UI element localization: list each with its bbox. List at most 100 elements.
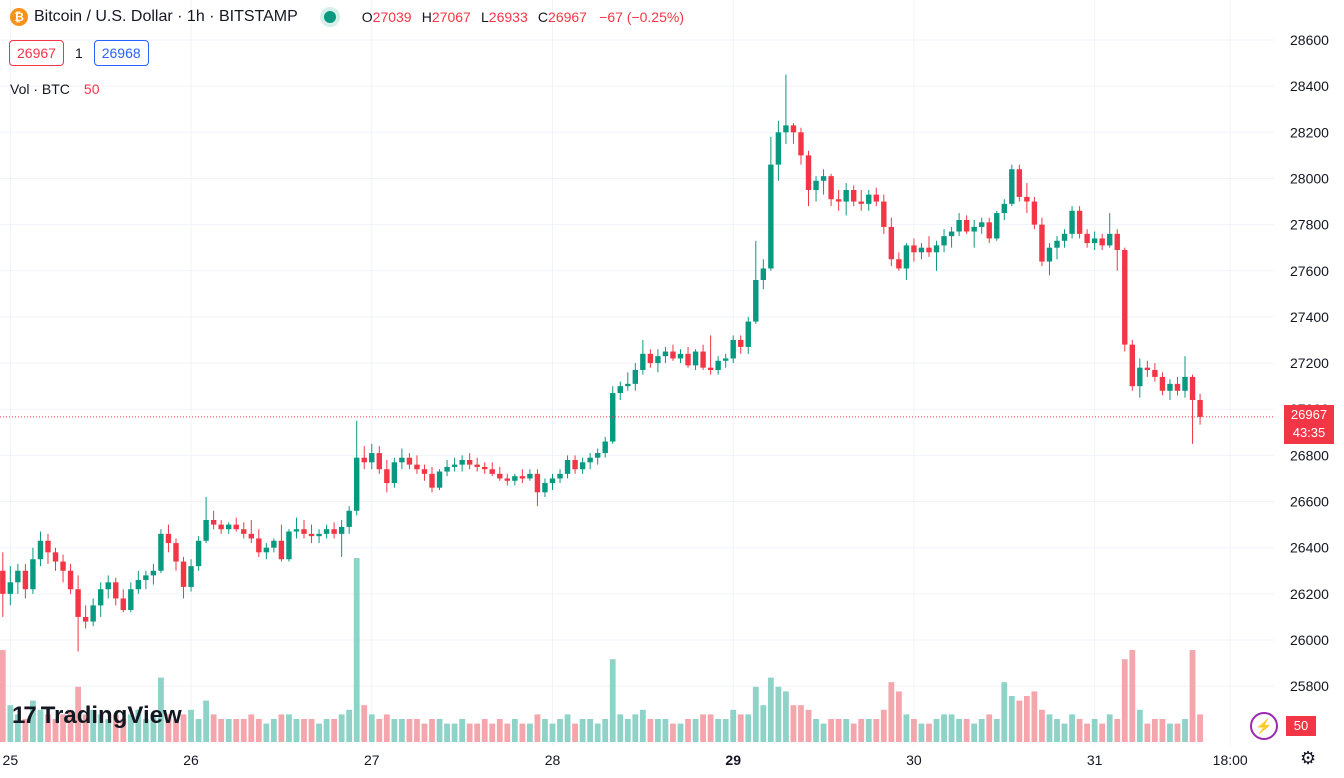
- volume-bar: [963, 719, 970, 742]
- volume-bar: [436, 719, 443, 742]
- volume-bar: [1106, 714, 1113, 742]
- candle-body: [587, 457, 593, 463]
- bolt-icon[interactable]: ⚡: [1250, 712, 1278, 740]
- candle-body: [1001, 203, 1007, 214]
- volume-bar: [1061, 723, 1068, 742]
- volume-bar: [948, 714, 955, 742]
- volume-bar: [737, 714, 744, 742]
- candle-body: [783, 125, 789, 133]
- volume-bar: [956, 719, 963, 742]
- candle-body: [956, 220, 962, 232]
- volume-bar: [398, 719, 405, 742]
- volume-bar: [0, 650, 6, 742]
- volume-bar: [1114, 719, 1121, 742]
- candle-body: [188, 566, 194, 587]
- low-value: 26933: [488, 8, 528, 25]
- volume-bar: [617, 714, 624, 742]
- candle-body: [866, 194, 872, 204]
- candle-body: [1197, 400, 1203, 417]
- candle-body: [564, 460, 571, 474]
- volume-bar: [353, 558, 360, 742]
- candle-body: [1122, 250, 1128, 345]
- volume-bar: [873, 719, 880, 742]
- candle-body: [293, 529, 300, 532]
- volume-bar: [790, 705, 797, 742]
- settings-gear-icon[interactable]: ⚙: [1300, 748, 1317, 768]
- price-tick-label: 25800: [1290, 678, 1329, 694]
- symbol-title[interactable]: Bitcoin / U.S. Dollar · 1h · BITSTAMP: [34, 8, 298, 25]
- candle-body: [482, 466, 488, 470]
- time-tick-label: 25: [3, 752, 19, 768]
- volume-bar: [911, 719, 917, 742]
- candle-body: [97, 589, 104, 606]
- volume-bar: [308, 719, 315, 742]
- candle-body: [979, 222, 985, 227]
- buy-button[interactable]: 26968: [93, 40, 149, 66]
- volume-bar: [7, 705, 14, 742]
- volume-bar: [1054, 719, 1060, 742]
- tradingview-logo[interactable]: 17 TradingView: [12, 702, 182, 730]
- volume-bar: [1136, 709, 1143, 742]
- volume-bar: [1159, 719, 1166, 742]
- price-tick-label: 28200: [1290, 124, 1329, 140]
- candle-body: [421, 469, 428, 474]
- candle-body: [128, 589, 134, 610]
- last-price-value: 26967: [1290, 407, 1328, 422]
- volume-bar: [331, 719, 338, 742]
- volume-bar: [1167, 723, 1173, 742]
- volume-bar: [270, 719, 277, 742]
- candle-body: [662, 351, 669, 357]
- candle-body: [1189, 376, 1196, 400]
- candle-body: [369, 453, 375, 463]
- candle-body: [466, 460, 473, 465]
- volume-bar: [67, 709, 74, 742]
- volume-bar: [926, 723, 932, 742]
- volume-legend[interactable]: Vol · BTC 50: [10, 81, 99, 97]
- candle-body: [1099, 238, 1105, 246]
- volume-bar: [406, 719, 413, 742]
- volume-bar: [52, 719, 59, 742]
- candle-body: [0, 570, 6, 594]
- time-axis: 25 26 27 28 29 30 31 18:00: [3, 752, 1248, 768]
- price-tick-label: 28000: [1290, 170, 1329, 186]
- volume-bar: [376, 719, 383, 742]
- volume-bar: [444, 723, 450, 742]
- candle-body: [497, 473, 503, 479]
- volume-bar: [263, 723, 270, 742]
- volume-bar: [1129, 650, 1136, 742]
- high-value: 27067: [431, 8, 471, 25]
- volume-bar: [293, 719, 300, 742]
- volume-bar: [414, 719, 420, 742]
- candle-body: [798, 132, 804, 156]
- volume-bar: [218, 719, 225, 742]
- bitcoin-icon: ₿: [10, 8, 28, 26]
- volume-bar: [662, 719, 669, 742]
- candle-body: [1129, 344, 1135, 387]
- candle-body: [850, 190, 857, 202]
- candle-body: [414, 464, 420, 470]
- candle-body: [677, 353, 684, 359]
- volume-bar: [639, 709, 646, 742]
- candle-body: [986, 222, 992, 239]
- candle-body: [1009, 169, 1015, 204]
- candle-body: [459, 460, 465, 465]
- volume-bar: [1174, 723, 1181, 742]
- candle-body: [150, 570, 157, 576]
- candle-body: [858, 201, 864, 204]
- market-status-icon[interactable]: [323, 11, 336, 23]
- volume-bar: [557, 719, 563, 742]
- volume-bar: [632, 714, 639, 742]
- volume-bar: [549, 723, 556, 742]
- candle-body: [512, 476, 518, 481]
- volume-bar: [700, 714, 706, 742]
- candle-body: [165, 533, 172, 544]
- candle-body: [1159, 376, 1166, 391]
- candle-body: [519, 476, 526, 479]
- sell-button[interactable]: 26967: [9, 40, 64, 66]
- high-label: H: [421, 8, 432, 25]
- candle-body: [444, 466, 450, 472]
- candle-body: [180, 561, 187, 587]
- candle-body: [1039, 224, 1045, 262]
- volume-bar: [135, 709, 142, 742]
